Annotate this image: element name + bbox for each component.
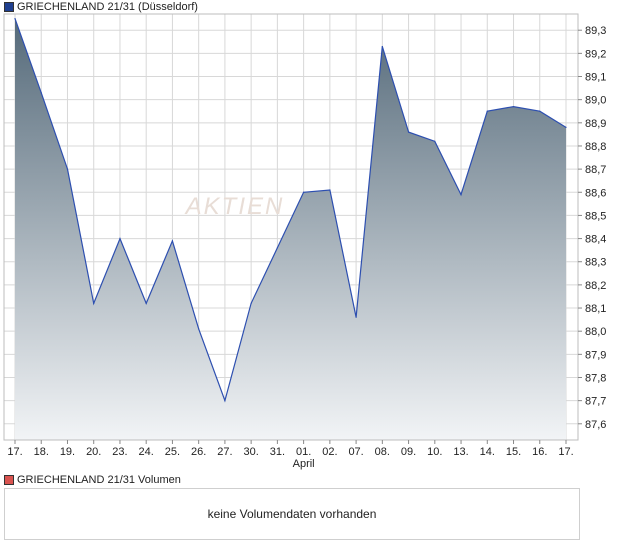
x-tick-label: 23.: [112, 446, 127, 458]
y-tick-label: 88,7: [585, 164, 606, 176]
data-point: [460, 193, 462, 196]
data-point: [14, 18, 16, 20]
data-point: [224, 400, 226, 402]
data-point: [407, 131, 410, 133]
volume-legend-swatch: [4, 475, 14, 485]
x-tick-label: 17.: [558, 446, 573, 458]
data-point: [250, 302, 252, 305]
x-tick-label: 26.: [191, 446, 206, 458]
data-point: [276, 247, 278, 249]
x-tick-label: 24.: [139, 446, 154, 458]
y-tick-label: 89,2: [585, 48, 606, 60]
x-tick-label: 18.: [34, 446, 49, 458]
y-tick-label: 88,2: [585, 280, 606, 292]
volume-legend: GRIECHENLAND 21/31 Volumen: [4, 473, 181, 487]
data-point: [329, 189, 331, 191]
y-tick-label: 88,3: [585, 257, 606, 269]
volume-legend-label: GRIECHENLAND 21/31 Volumen: [17, 474, 181, 486]
y-tick-label: 88,0: [585, 326, 606, 338]
y-tick-label: 88,9: [585, 118, 606, 130]
data-point: [303, 191, 305, 193]
data-point: [198, 328, 200, 330]
price-legend-label: GRIECHENLAND 21/31 (Düsseldorf): [17, 1, 198, 13]
x-tick-label: 25.: [165, 446, 180, 458]
x-tick-label: 07.: [348, 446, 363, 458]
price-legend: GRIECHENLAND 21/31 (Düsseldorf): [4, 0, 198, 14]
data-point: [355, 316, 357, 318]
y-tick-label: 89,0: [585, 95, 606, 107]
x-month-label: April: [293, 458, 315, 470]
x-tick-label: 16.: [532, 446, 547, 458]
x-tick-label: 09.: [401, 446, 416, 458]
y-tick-label: 87,8: [585, 372, 606, 384]
data-point: [486, 110, 488, 112]
data-point: [66, 168, 69, 170]
data-point: [119, 237, 121, 240]
volume-empty-message: keine Volumendaten vorhanden: [207, 507, 377, 521]
price-line: [14, 18, 567, 403]
x-tick-label: 10.: [427, 446, 442, 458]
y-tick-label: 88,5: [585, 210, 606, 222]
x-axis: 17. 18. 19. 20. 23. 24. 25. 26. 27. 30. 31. 01. 02. 0…: [7, 440, 574, 470]
y-tick-label: 87,6: [585, 419, 606, 431]
price-area: [15, 18, 566, 440]
data-point: [434, 140, 436, 142]
price-chart: AKTIEN 87,687,787,887,988,088,188,288,38…: [3, 13, 606, 470]
x-tick-label: 17.: [7, 446, 22, 458]
plot-frame: [3, 13, 579, 441]
data-point: [171, 240, 174, 242]
x-tick-label: 15.: [506, 446, 521, 458]
x-tick-label: 27.: [217, 446, 232, 458]
data-point: [381, 45, 383, 48]
watermark-text: AKTIEN: [184, 193, 285, 220]
y-axis: 87,6 87,7 87,8 87,9 88,0 88,1 88,2 88,3 88,4 88,5…: [578, 25, 606, 431]
x-tick-label: 02.: [322, 446, 337, 458]
data-point: [565, 126, 567, 129]
price-legend-swatch: [4, 2, 14, 12]
x-tick-label: 19.: [60, 446, 75, 458]
data-point: [539, 110, 541, 112]
y-tick-label: 87,7: [585, 396, 606, 408]
y-tick-label: 88,4: [585, 234, 606, 246]
data-point: [40, 92, 42, 94]
x-tick-label: 30.: [243, 446, 258, 458]
data-point: [512, 106, 515, 108]
y-tick-label: 88,8: [585, 141, 606, 153]
x-tick-label: 08.: [375, 446, 390, 458]
y-tick-label: 88,6: [585, 187, 606, 199]
y-tick-label: 89,1: [585, 72, 606, 84]
y-tick-label: 87,9: [585, 349, 606, 361]
y-tick-label: 88,1: [585, 303, 606, 315]
volume-panel: keine Volumendaten vorhanden: [4, 488, 580, 540]
x-tick-label: 14.: [480, 446, 495, 458]
x-tick-label: 13.: [453, 446, 468, 458]
x-tick-label: 20.: [86, 446, 101, 458]
data-point: [145, 302, 147, 305]
y-tick-label: 89,3: [585, 25, 606, 37]
x-tick-label: 01.: [296, 446, 311, 458]
x-tick-label: 31.: [270, 446, 285, 458]
data-point: [93, 302, 95, 305]
